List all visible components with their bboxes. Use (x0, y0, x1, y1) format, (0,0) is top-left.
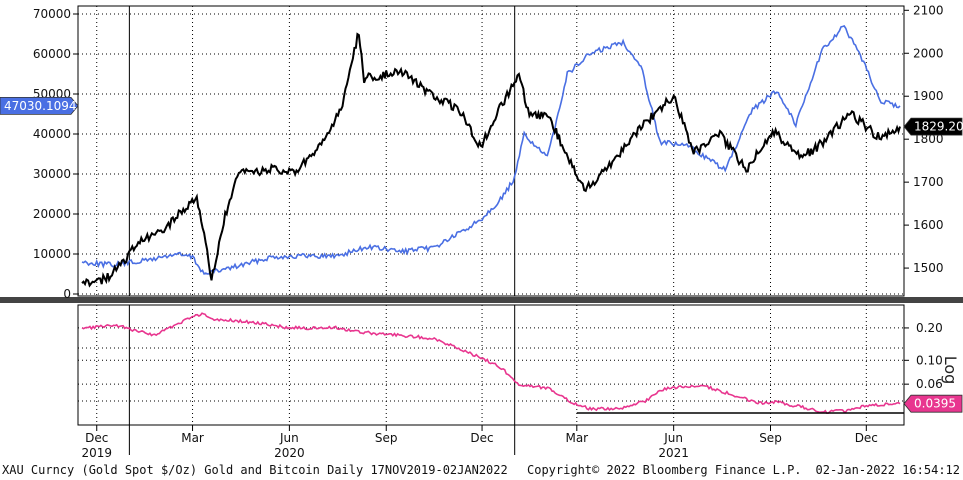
y-left-label: 0 (63, 287, 71, 301)
x-tick-label: Jun (279, 431, 299, 445)
y-right-label: 2000 (913, 46, 944, 60)
x-year-label: 2021 (658, 446, 689, 460)
x-tick-label: Dec (85, 431, 108, 445)
panel-separator[interactable] (0, 297, 963, 303)
ratio-series-line (81, 312, 901, 415)
ratio-last-value-badge-text: 0.0395 (914, 397, 956, 411)
bitcoin-series-line (81, 25, 901, 275)
x-year-label: 2019 (81, 446, 112, 460)
gold-last-value-badge: 1829.20 (903, 117, 963, 136)
y-left-label: 20000 (33, 207, 71, 221)
footer-center: Copyright© 2022 Bloomberg Finance L.P. (527, 463, 802, 477)
gold-last-value-badge-shape (903, 117, 963, 136)
y-right-label: 2100 (913, 3, 944, 17)
y-left-label: 30000 (33, 167, 71, 181)
x-tick-label: Dec (855, 431, 878, 445)
footer-left: XAU Curncy (Gold Spot $/Oz) Gold and Bit… (2, 463, 508, 477)
y-right-label: 1800 (913, 132, 944, 146)
y-right-label: 1900 (913, 89, 944, 103)
x-tick-label: Dec (470, 431, 493, 445)
footer-right: 02-Jan-2022 16:54:12 (816, 463, 961, 477)
bitcoin-last-value-badge: 47030.1094 (0, 96, 79, 115)
x-year-label: 2020 (274, 446, 305, 460)
y-right-label: 1600 (913, 218, 944, 232)
y-lower-label: 0.20 (916, 321, 943, 335)
y-left-label: 70000 (33, 7, 71, 21)
x-tick-label: Jun (663, 431, 683, 445)
x-tick-label: Mar (181, 431, 204, 445)
ratio-last-value-badge: 0.0395 (903, 394, 963, 413)
x-tick-label: Sep (759, 431, 782, 445)
x-tick-label: Mar (565, 431, 588, 445)
gold-last-value-badge-text: 1829.20 (914, 120, 963, 134)
x-tick-label: Sep (375, 431, 398, 445)
gold-series-line (81, 32, 901, 288)
lower-plot-area (77, 304, 905, 426)
log-scale-label: Log (941, 356, 960, 385)
bitcoin-last-value-badge-shape (0, 96, 79, 115)
y-right-label: 1500 (913, 261, 944, 275)
y-right-label: 1700 (913, 175, 944, 189)
y-lower-label: 0.06 (916, 377, 943, 391)
bitcoin-last-value-badge-text: 47030.1094 (4, 99, 77, 113)
ratio-last-value-badge-shape (903, 394, 963, 413)
y-left-label: 40000 (33, 127, 71, 141)
y-left-label: 60000 (33, 47, 71, 61)
y-left-label: 10000 (33, 247, 71, 261)
footer: XAU Curncy (Gold Spot $/Oz) Gold and Bit… (2, 463, 960, 477)
y-lower-label: 0.10 (916, 353, 943, 367)
upper-plot-area (77, 5, 905, 297)
